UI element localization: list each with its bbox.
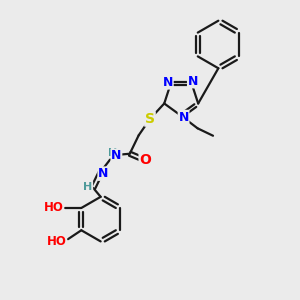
Text: N: N [178, 110, 189, 124]
Text: N: N [98, 167, 109, 180]
Text: S: S [145, 112, 155, 126]
Text: N: N [163, 76, 173, 89]
Text: N: N [111, 149, 122, 162]
Text: H: H [108, 148, 117, 158]
Text: O: O [139, 153, 151, 167]
Text: H: H [83, 182, 92, 192]
Text: HO: HO [44, 201, 64, 214]
Text: N: N [188, 75, 198, 88]
Text: HO: HO [46, 235, 67, 248]
